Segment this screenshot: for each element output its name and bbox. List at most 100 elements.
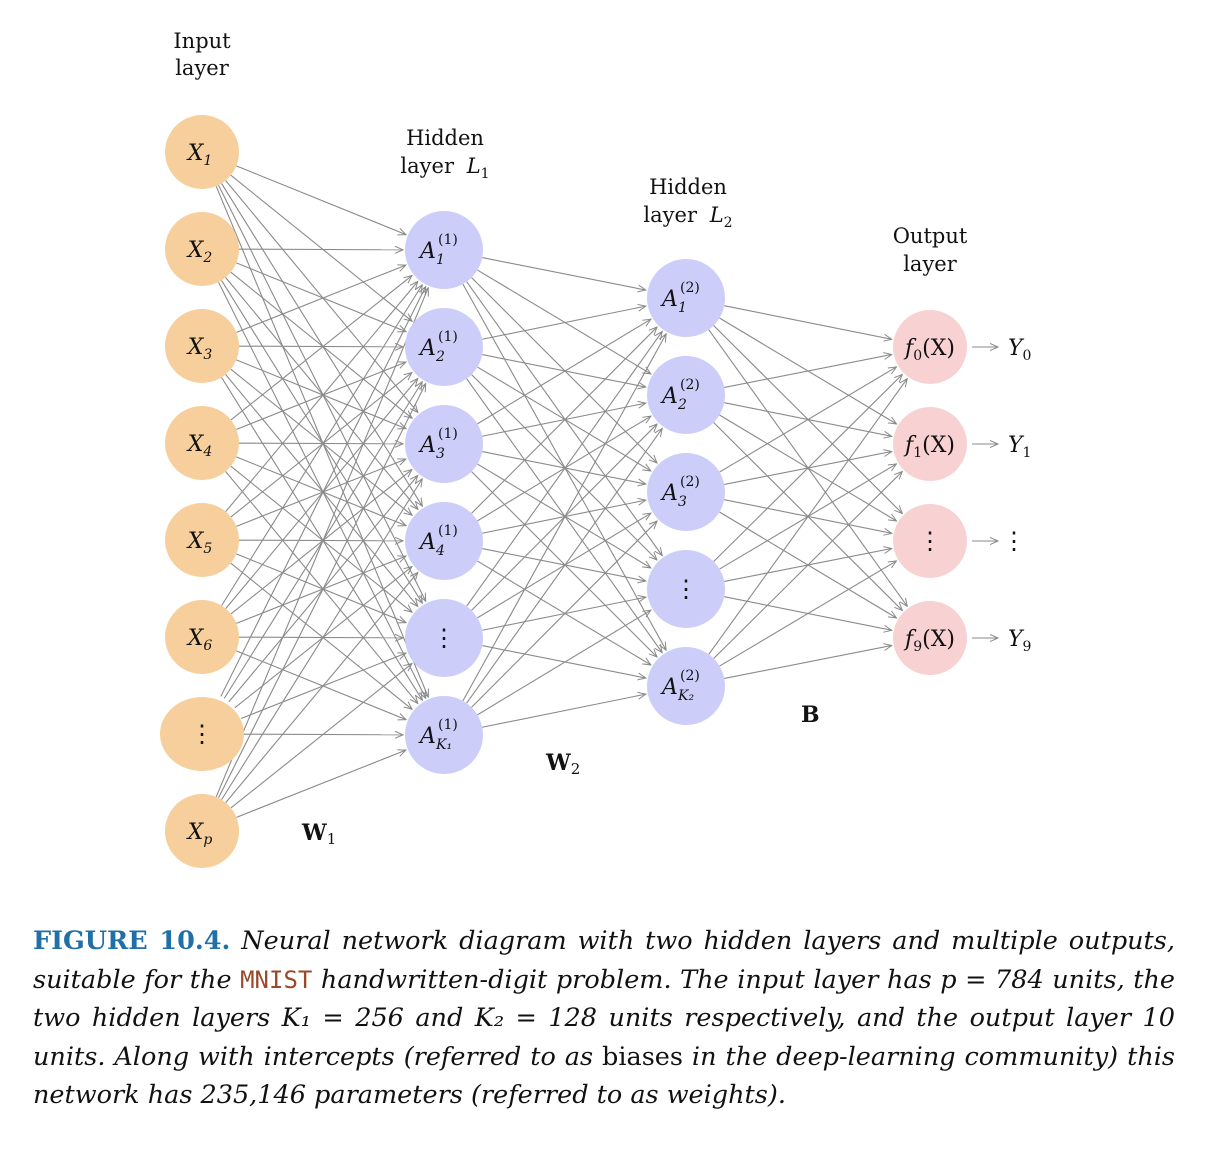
edge-w1-7-4 [230, 664, 412, 809]
hidden2-node-sup: (2) [680, 474, 700, 490]
hidden1-node-sub: 2 [435, 349, 445, 365]
output-node [893, 504, 967, 578]
hidden2-layer-title-line2: layer L2 [643, 203, 732, 231]
hidden1-layer-title: Hidden [406, 126, 484, 150]
input-layer-title-line2: layer [175, 56, 230, 80]
hidden1-node-label: A [418, 530, 436, 555]
hidden1-node-sub: 3 [436, 446, 445, 462]
hidden1-node-sup: (1) [438, 329, 458, 345]
output-y-label: Y1 [1008, 433, 1031, 461]
edge-w1-7-0 [215, 288, 428, 798]
edge-w1-7-2 [221, 479, 423, 800]
edge-w1-5-3 [236, 556, 405, 624]
edge-b-4-3 [724, 646, 891, 680]
edge-w1-4-4 [236, 553, 406, 623]
edge-w1-7-3 [225, 572, 418, 803]
edge-w2-4-0 [466, 331, 663, 607]
hidden2-node-sub: 3 [678, 494, 687, 510]
hidden2-node [647, 259, 725, 337]
edge-w1-4-0 [225, 281, 418, 512]
edge-w2-5-1 [466, 428, 663, 704]
neural-network-diagram: Input layer Hidden layer L1 Hidden layer… [160, 29, 1031, 868]
hidden2-node [647, 647, 725, 725]
weight-label-w2: W2 [545, 750, 580, 778]
edge-w1-2-0 [236, 265, 405, 333]
edge-b-0-0 [724, 305, 892, 340]
hidden2-node-label: A [660, 481, 678, 506]
weight-label-b: B [801, 702, 820, 728]
hidden1-node-sup: (1) [438, 717, 458, 733]
caption-text-1: Neural network diagram with two hidden l… [33, 926, 1175, 995]
edge-w1-1-3 [225, 277, 418, 509]
edge-w2-1-2 [477, 366, 650, 471]
output-layer-title: Output [893, 224, 968, 248]
edge-w1-6-0 [220, 287, 426, 697]
input-layer-title: Input [173, 29, 231, 53]
input-node-label: X5 [186, 529, 213, 557]
edge-w1-0-2 [225, 180, 418, 412]
edge-w1-2-4 [225, 374, 418, 606]
edge-b-3-0 [713, 374, 903, 562]
figure-caption: FIGURE 10.4. Neural network diagram with… [33, 922, 1175, 1115]
input-node [165, 212, 239, 286]
edge-w2-2-2 [482, 451, 646, 484]
input-node-dots: ⋮ [190, 720, 214, 748]
edge-w2-3-4 [477, 560, 650, 665]
caption-text-2: handwritten-digit problem. The input lay… [33, 964, 1175, 1072]
input-node-label: Xp [186, 820, 213, 848]
edge-w1-1-1 [236, 262, 406, 332]
edge-w2-3-3 [482, 548, 646, 581]
edge-w1-7-5 [236, 750, 405, 818]
hidden1-node [405, 405, 483, 483]
edge-b-4-2 [719, 561, 897, 667]
edge-w1-5-4 [238, 637, 403, 638]
edge-w2-0-2 [471, 277, 657, 463]
edge-w1-5-5 [236, 650, 406, 720]
connection-edges [215, 165, 907, 818]
output-node [893, 310, 967, 384]
hidden2-node-sub: K₂ [677, 688, 694, 704]
hidden1-node-dots: ⋮ [432, 624, 456, 652]
edge-w1-4-3 [238, 540, 403, 541]
hidden2-layer-title: Hidden [649, 175, 727, 199]
hidden1-node [405, 696, 483, 774]
edge-w2-1-0 [482, 306, 646, 340]
edge-w2-1-1 [482, 354, 646, 387]
hidden1-node-sub: K₁ [435, 737, 452, 753]
hidden2-node-label: A [660, 384, 678, 409]
edge-w2-2-4 [471, 471, 657, 657]
edge-w1-2-3 [230, 368, 412, 515]
edge-w1-2-5 [221, 377, 423, 700]
hidden2-node-sup: (2) [680, 280, 700, 296]
hidden1-node-sub: 1 [436, 252, 445, 268]
input-node-label: X3 [186, 335, 213, 363]
edge-w2-4-3 [482, 597, 646, 631]
caption-biases: biases [602, 1041, 683, 1072]
edge-w1-4-2 [236, 459, 405, 527]
output-y-label: Y9 [1008, 627, 1031, 655]
edge-w1-4-1 [230, 373, 412, 518]
input-node-label: X4 [186, 432, 213, 460]
edge-w2-5-3 [477, 610, 651, 716]
edge-w2-2-1 [482, 403, 646, 437]
hidden1-node-sup: (1) [438, 523, 458, 539]
edge-w1-0-1 [230, 174, 412, 321]
edge-w1-7-1 [218, 384, 426, 799]
edge-w1-1-0 [238, 249, 403, 250]
edge-w2-0-1 [477, 269, 650, 374]
hidden2-node-sub: 1 [678, 300, 687, 316]
edge-w2-0-0 [482, 257, 646, 290]
caption-text-3: in the deep-learning community) this net… [33, 1041, 1175, 1111]
figure-number: FIGURE 10.4. [33, 926, 231, 956]
edge-w2-1-3 [471, 374, 657, 560]
input-node-label: X2 [186, 238, 213, 266]
output-node-label: f0(X) [903, 336, 955, 364]
edge-w2-2-3 [477, 463, 650, 568]
edge-b-4-0 [708, 379, 907, 655]
hidden1-node-label: A [418, 239, 436, 264]
hidden2-node-sup: (2) [680, 377, 700, 393]
hidden1-layer-title-line2: layer L1 [400, 154, 489, 182]
output-y-dots: ⋮ [1002, 527, 1026, 555]
hidden2-node [647, 550, 725, 628]
